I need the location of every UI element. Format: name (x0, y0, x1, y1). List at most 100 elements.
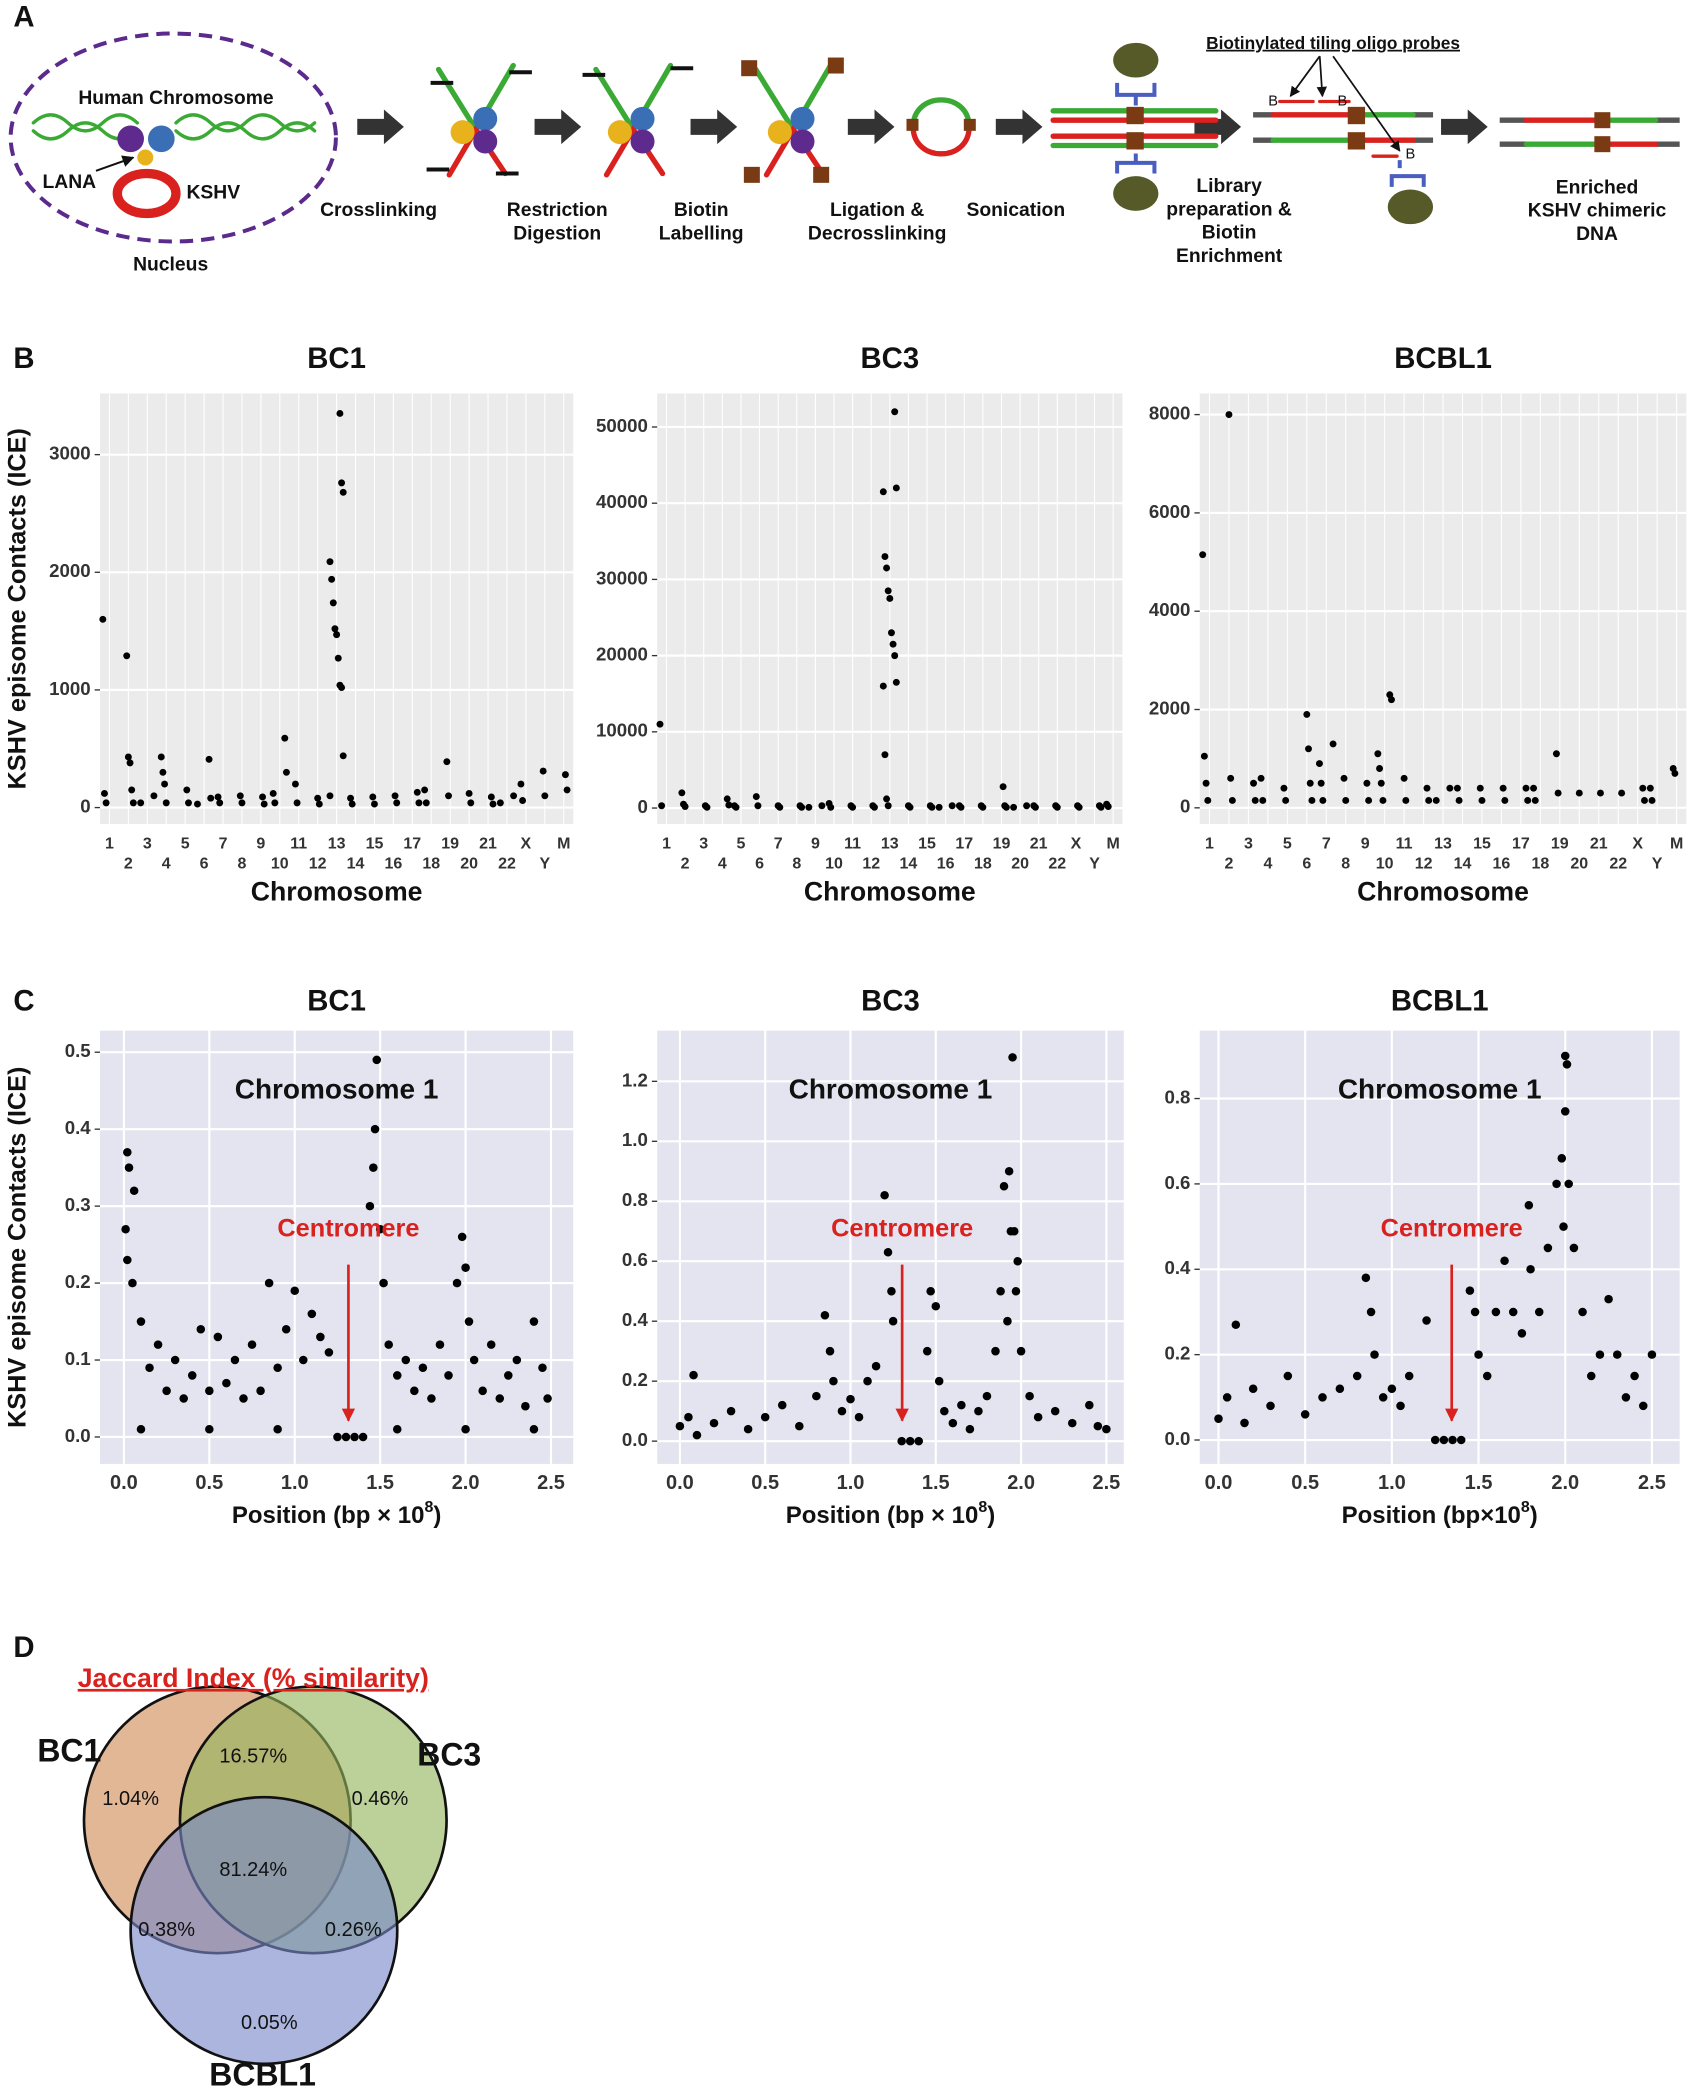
data-point (461, 1263, 470, 1272)
data-point (1455, 796, 1463, 804)
y-tick-label: 1.2 (622, 1069, 648, 1090)
x-tick-label: 0.5 (751, 1472, 779, 1494)
data-point (1282, 796, 1290, 804)
chart-title: BCBL1 (1391, 984, 1489, 1017)
data-point (314, 794, 322, 802)
x-tick-label: 22 (1609, 855, 1627, 872)
data-point (1641, 796, 1648, 804)
data-point (1478, 796, 1486, 804)
data-point (1374, 750, 1382, 758)
x-tick-label: 11 (844, 835, 861, 852)
data-point (658, 802, 666, 810)
data-point (1240, 1418, 1249, 1428)
data-point (892, 678, 900, 686)
data-point (1342, 796, 1350, 804)
data-point (334, 654, 342, 662)
data-point (326, 792, 334, 800)
data-point (529, 1425, 539, 1434)
step-label: Biotin (1202, 223, 1257, 244)
data-point (213, 1332, 223, 1342)
data-point (1097, 803, 1105, 811)
data-point (1526, 1265, 1535, 1274)
y-axis-label: KSHV episome Contacts (ICE) (3, 1067, 31, 1428)
data-point (709, 1418, 719, 1428)
data-point (137, 799, 145, 807)
annotation: Centromere (831, 1215, 973, 1243)
data-point (1376, 765, 1384, 772)
data-point (982, 1391, 992, 1401)
data-point (1366, 1307, 1376, 1317)
y-tick-label: 1.0 (622, 1129, 648, 1150)
data-point (273, 1425, 282, 1434)
data-point (880, 1191, 889, 1200)
cut-marks (426, 70, 532, 176)
data-point (1199, 551, 1207, 559)
x-tick-label: 13 (1434, 835, 1452, 852)
y-tick-label: 0.0 (65, 1425, 91, 1446)
data-point (1379, 796, 1387, 804)
data-point (194, 800, 201, 808)
x-tick-label: 2.5 (1638, 1472, 1666, 1494)
data-point (891, 408, 899, 416)
step-label: preparation & (1166, 199, 1292, 220)
data-point (299, 1355, 308, 1365)
x-tick-label: 7 (774, 835, 783, 852)
panel-label: B (13, 342, 34, 375)
step-label: Crosslinking (320, 200, 437, 221)
data-point (1448, 1435, 1457, 1445)
data-point (123, 1147, 132, 1157)
x-tick-label: 7 (219, 835, 228, 852)
data-point (1543, 1243, 1553, 1253)
annotation: Chromosome 1 (235, 1074, 439, 1105)
data-point (999, 1182, 1009, 1191)
data-point (1575, 789, 1583, 797)
data-point (495, 1394, 505, 1403)
data-point (457, 1232, 467, 1242)
data-point (123, 1255, 132, 1265)
data-point (1522, 784, 1530, 792)
x-tick-label: 5 (737, 835, 746, 852)
data-point (820, 1310, 830, 1320)
x-tick-label: X (1632, 835, 1643, 852)
data-point (128, 786, 136, 794)
x-tick-label: 15 (1473, 835, 1491, 852)
x-axis-label-part: Position (bp×10 (1342, 1503, 1521, 1530)
y-tick-label: 1000 (49, 678, 91, 699)
data-point (1638, 1401, 1648, 1411)
data-point (743, 1424, 753, 1434)
data-point (145, 1363, 154, 1372)
data-point (726, 1406, 736, 1416)
data-point (888, 1316, 898, 1326)
y-tick-label: 8000 (1149, 403, 1191, 424)
data-point (1446, 784, 1454, 792)
data-point (928, 803, 936, 811)
chart-title: BCBL1 (1394, 342, 1492, 375)
plot-background (99, 1030, 574, 1464)
data-point (1499, 784, 1507, 792)
data-point (1400, 774, 1408, 782)
library-fragments (1253, 55, 1434, 225)
data-point (926, 1286, 935, 1296)
data-point (1013, 1256, 1022, 1266)
x-axis-label-part: ) (987, 1503, 995, 1530)
x-tick-label: M (1670, 835, 1683, 852)
x-tick-label: 20 (1570, 855, 1588, 872)
data-point (264, 1278, 274, 1288)
x-tick-label: 17 (1512, 835, 1530, 852)
data-point (461, 1425, 470, 1434)
data-point (883, 795, 891, 803)
data-point (543, 1394, 552, 1403)
x-tick-label: 9 (811, 835, 820, 852)
data-point (881, 553, 889, 561)
data-point (293, 799, 301, 807)
step-label: Enrichment (1176, 246, 1283, 267)
data-point (1011, 1286, 1021, 1296)
data-point (1315, 760, 1323, 768)
annotation: Centromere (277, 1215, 419, 1243)
data-point (884, 802, 892, 810)
data-point (887, 629, 895, 637)
data-point (102, 799, 110, 807)
data-point (1639, 784, 1647, 792)
